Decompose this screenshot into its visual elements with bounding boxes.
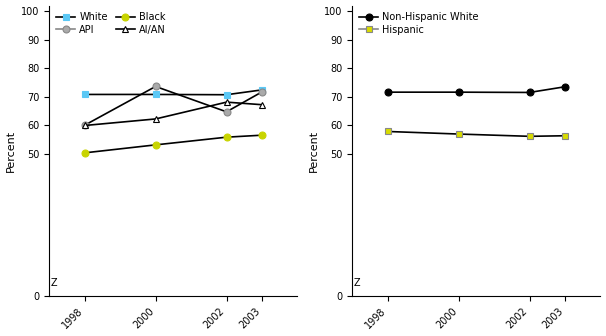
Hispanic	[384, 129, 391, 133]
Black	[223, 135, 230, 139]
AI/AN	[81, 124, 88, 128]
White	[152, 92, 159, 96]
Line: API: API	[81, 83, 265, 129]
White	[223, 93, 230, 97]
Y-axis label: Percent: Percent	[308, 130, 319, 172]
Black	[258, 133, 265, 137]
Legend: Non-Hispanic White, Hispanic: Non-Hispanic White, Hispanic	[357, 10, 481, 37]
Hispanic	[526, 134, 533, 138]
API	[81, 123, 88, 127]
Y-axis label: Percent: Percent	[5, 130, 16, 172]
Hispanic	[455, 132, 462, 136]
AI/AN	[223, 100, 230, 104]
API	[258, 90, 265, 94]
Line: Non-Hispanic White: Non-Hispanic White	[384, 83, 568, 96]
Legend: White, API, Black, AI/AN: White, API, Black, AI/AN	[54, 10, 168, 37]
Text: Z: Z	[51, 278, 58, 288]
White	[81, 92, 88, 96]
API	[223, 110, 230, 114]
Non-Hispanic White	[526, 90, 533, 94]
Hispanic	[561, 134, 568, 138]
Non-Hispanic White	[384, 90, 391, 94]
AI/AN	[152, 117, 159, 121]
Line: AI/AN: AI/AN	[81, 99, 265, 129]
Non-Hispanic White	[561, 85, 568, 89]
AI/AN	[258, 103, 265, 107]
Non-Hispanic White	[455, 90, 462, 94]
Black	[81, 151, 88, 155]
Line: White: White	[81, 86, 265, 98]
Black	[152, 143, 159, 147]
Line: Hispanic: Hispanic	[384, 128, 568, 140]
White	[258, 88, 265, 92]
API	[152, 84, 159, 88]
Text: Z: Z	[354, 278, 361, 288]
Line: Black: Black	[81, 132, 265, 156]
